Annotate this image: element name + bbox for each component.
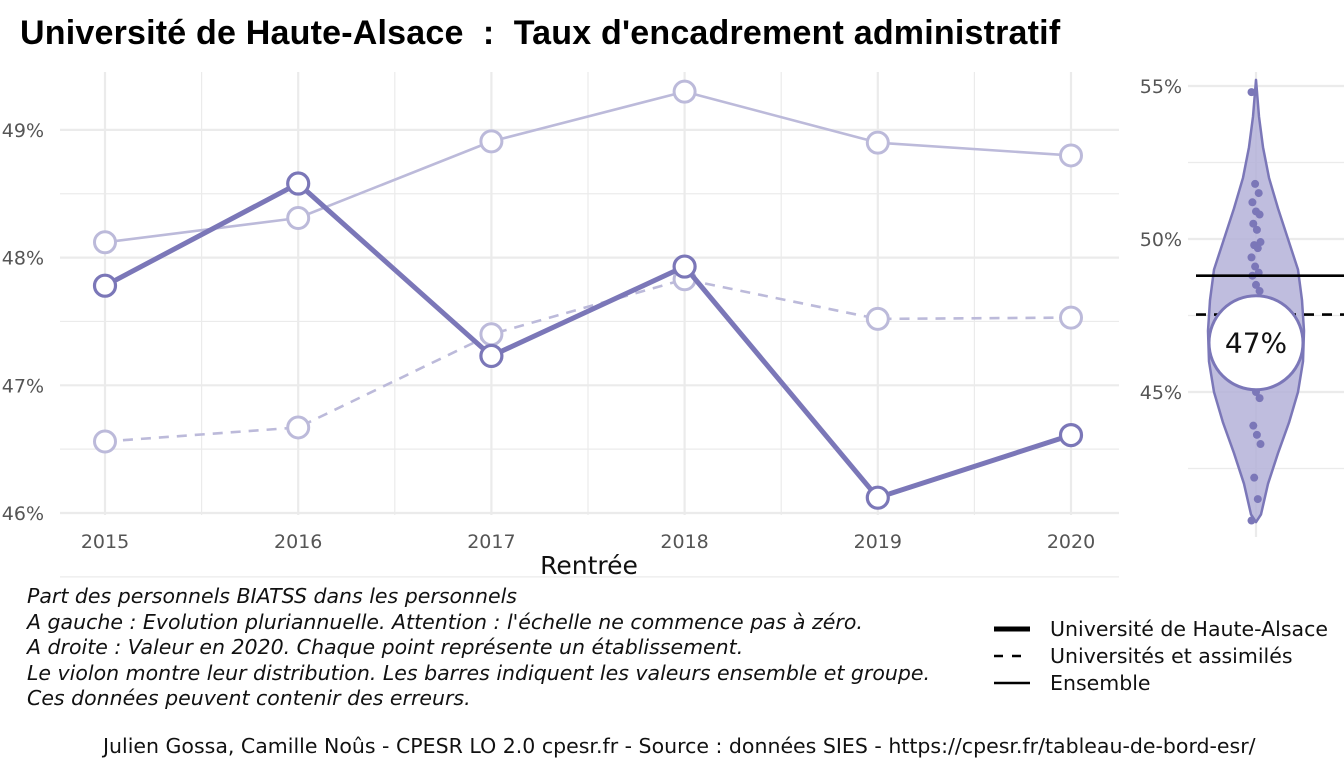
violin-point [1256,440,1265,449]
x-tick-label: 2020 [1047,531,1095,553]
violin-point [1255,394,1264,403]
x-axis-title: Rentrée [540,551,638,580]
note-line: Le violon montre leur distribution. Les … [27,660,931,685]
y-tick-label: 55% [1140,76,1182,98]
data-point [93,230,117,255]
y-tick-label: 49% [2,120,44,142]
violin-point [1252,225,1261,234]
data-point [865,130,890,155]
data-point [865,485,890,510]
legend-item: Universités et assimilés [992,642,1328,669]
chart-canvas: 46% 47% 48% 49% 2015 2016 2017 2018 2019 2020 Rent… [2,72,1344,580]
note-line: Ces données peuvent contenir des erreurs… [27,686,471,711]
violin-point [1255,287,1264,296]
violin-point [1247,516,1256,525]
chart-notes: Part des personnels BIATSS dans les pers… [27,584,930,712]
line-chart-panel: 46% 47% 48% 49% 2015 2016 2017 2018 2019 2020 Rent… [2,72,1119,580]
y-tick-label: 47% [2,375,44,397]
violin-point [1251,262,1260,271]
x-tick-label: 2016 [274,531,322,553]
data-point [286,171,311,196]
legend-key-dashed [992,646,1032,666]
violin-point [1249,219,1258,228]
x-tick-label: 2017 [467,531,515,553]
series-line [104,278,1072,443]
legend-item: Université de Haute-Alsace [992,615,1328,642]
violin-point [1253,495,1262,504]
data-point [1059,305,1083,330]
series-line [104,90,1072,244]
series-line [103,181,1072,501]
violin-point [1249,421,1258,430]
violin-point [1248,198,1257,207]
data-point [286,206,311,231]
violin-point [1251,179,1260,188]
y-tick-label: 50% [1140,229,1182,251]
note-line: A gauche : Evolution pluriannuelle. Atte… [27,609,863,634]
violin-point [1252,430,1261,439]
data-point [479,322,504,347]
violin-panel: 45% 50% 55% 47% [1140,72,1344,537]
legend-label: Universités et assimilés [1050,643,1293,668]
data-point [93,429,117,454]
y-tick-label: 48% [2,248,44,270]
violin-point [1253,244,1262,253]
violin-point [1254,189,1263,198]
legend-label: Ensemble [1050,670,1151,695]
legend: Université de Haute-Alsace Universités e… [992,615,1328,696]
violin-point [1256,238,1265,247]
x-tick-label: 2015 [81,531,129,553]
legend-key-solid-thin [992,673,1032,693]
x-tick-label: 2019 [854,531,902,553]
data-point [479,343,504,369]
legend-label: Université de Haute-Alsace [1050,616,1328,641]
highlight-value-label: 47% [1225,327,1287,360]
violin-point [1247,253,1256,262]
violin-point [1250,473,1259,482]
data-point [1058,423,1084,448]
note-line: A droite : Valeur en 2020. Chaque point … [27,635,744,660]
note-line: Part des personnels BIATSS dans les pers… [27,584,517,608]
y-tick-label: 46% [2,503,44,525]
chart-title: Université de Haute-Alsace : Taux d'enca… [20,14,1061,52]
legend-item: Ensemble [992,669,1328,696]
data-point [672,254,697,279]
data-point [1059,143,1083,168]
x-tick-label: 2018 [660,531,708,553]
data-point [479,129,504,154]
highlight-bubble [1207,294,1305,392]
source-caption: Julien Gossa, Camille Noûs - CPESR LO 2.… [103,734,1256,758]
data-point [865,306,890,331]
data-point [92,273,118,298]
violin-point [1255,210,1264,219]
legend-key-solid-thick [992,619,1032,639]
violin-point [1247,88,1256,97]
data-point [286,415,311,440]
y-tick-label: 45% [1140,382,1182,404]
data-point [672,79,697,104]
violin-point [1252,280,1260,289]
